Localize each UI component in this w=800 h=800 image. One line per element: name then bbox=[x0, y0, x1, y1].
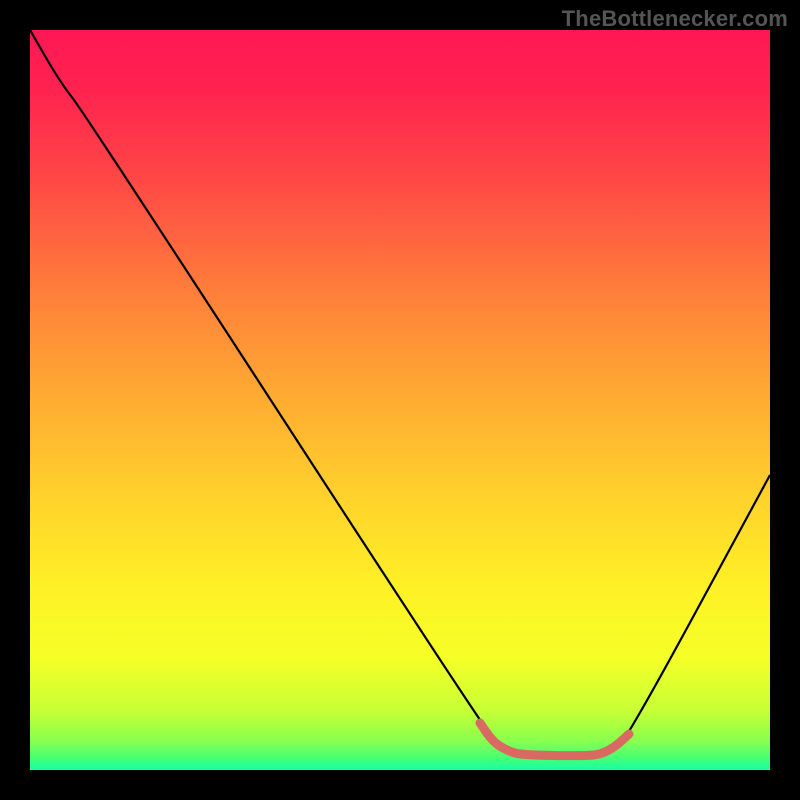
plot-area bbox=[30, 30, 770, 770]
bottleneck-curve bbox=[30, 30, 770, 756]
watermark-text: TheBottlenecker.com bbox=[562, 6, 788, 32]
optimal-range-marker bbox=[480, 723, 629, 756]
curve-layer bbox=[30, 30, 770, 770]
chart-container: TheBottlenecker.com bbox=[0, 0, 800, 800]
